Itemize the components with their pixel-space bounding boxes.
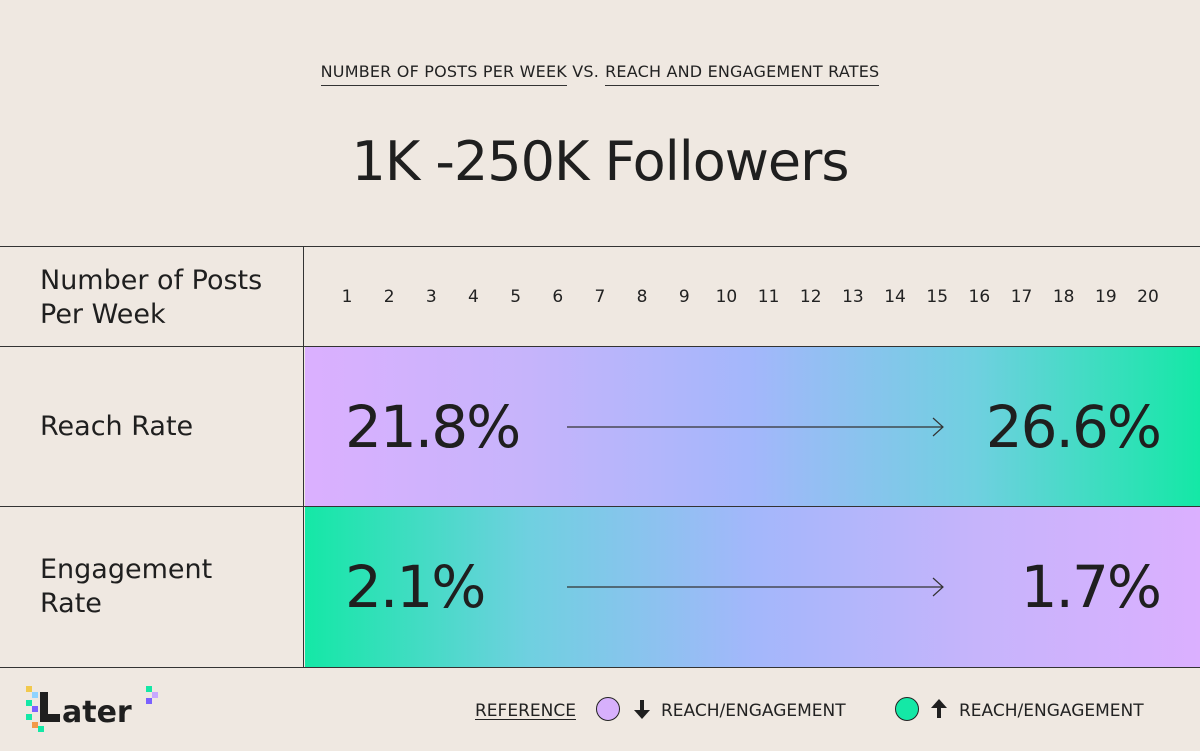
posts-per-week-9: 9 <box>678 287 690 307</box>
posts-per-week-5: 5 <box>510 287 522 307</box>
posts-per-week-20: 20 <box>1137 287 1159 307</box>
reach-gradient: 21.8% 26.6% <box>305 347 1200 506</box>
subtitle-part-3: REACH AND ENGAGEMENT RATES <box>605 62 880 86</box>
header-row: Number of Posts Per Week 1 2 3 4 5 6 7 8 9 10 11 12… <box>0 247 1200 347</box>
page-title: 1K -250K Followers <box>351 130 849 193</box>
reach-label: Reach Rate <box>0 347 304 506</box>
footer: ater REFERENCE REACH/ENGAGEMENT REACH/EN… <box>0 666 1200 751</box>
reach-arrow-icon <box>567 417 944 436</box>
posts-per-week-15: 15 <box>926 287 949 307</box>
reach-start-value: 21.8% <box>345 392 521 461</box>
subtitle-part-1: NUMBER OF POSTS PER WEEK <box>320 62 567 86</box>
reach-end-value: 26.6% <box>985 392 1162 461</box>
posts-per-week-4: 4 <box>468 287 479 307</box>
posts-per-week-8: 8 <box>636 287 648 307</box>
engagement-label-text: Engagement Rate <box>40 554 213 619</box>
svg-text:ater: ater <box>62 695 132 730</box>
engagement-label: Engagement Rate <box>0 507 304 667</box>
posts-per-week-14: 14 <box>884 287 906 307</box>
posts-per-week-3: 3 <box>425 287 437 307</box>
engagement-arrow-icon <box>567 577 944 597</box>
purple-legend-dot <box>596 697 620 721</box>
engagement-gradient: 2.1% 1.7% <box>305 507 1200 667</box>
data-table: Number of Posts Per Week 1 2 3 4 5 6 7 8 9 10 11 12… <box>0 246 1200 668</box>
posts-per-week-1: 1 <box>341 287 353 307</box>
green-legend-dot <box>895 697 919 721</box>
later-logo: ater <box>26 686 158 732</box>
header-label: Number of Posts Per Week <box>0 247 304 346</box>
chart-subtitle: NUMBER OF POSTS PER WEEK VS. REACH AND EN… <box>0 62 1200 86</box>
posts-per-week-19: 19 <box>1095 287 1117 307</box>
header-label-text: Number of Posts Per Week <box>40 264 263 330</box>
posts-per-week-scale: 1 2 3 4 5 6 7 8 9 10 11 12 13 14 15 16 17 18 19 20 <box>305 247 1200 346</box>
posts-per-week-18: 18 <box>1052 287 1075 307</box>
down-legend-label: REACH/ENGAGEMENT <box>661 701 846 721</box>
posts-per-week-7: 7 <box>594 287 606 307</box>
posts-per-week-17: 17 <box>1010 287 1033 307</box>
reference-label: REFERENCE <box>475 701 576 721</box>
posts-per-week-10: 10 <box>715 287 738 307</box>
engagement-start-value: 2.1% <box>345 553 486 621</box>
engagement-end-value: 1.7% <box>1020 553 1162 621</box>
arrow-up-icon <box>931 699 947 718</box>
posts-per-week-6: 6 <box>552 287 564 307</box>
posts-per-week-2: 2 <box>383 287 395 307</box>
posts-per-week-13: 13 <box>842 287 864 307</box>
posts-per-week-16: 16 <box>968 287 991 307</box>
up-legend-label: REACH/ENGAGEMENT <box>959 701 1144 721</box>
reach-row: Reach Rate 21.8% 26.6% <box>0 347 1200 507</box>
engagement-row: Engagement Rate 2.1% 1.7% <box>0 507 1200 667</box>
arrow-down-icon <box>634 700 650 719</box>
posts-per-week-12: 12 <box>799 287 822 307</box>
posts-per-week-11: 11 <box>757 287 780 307</box>
subtitle-vs: VS. <box>572 62 600 81</box>
